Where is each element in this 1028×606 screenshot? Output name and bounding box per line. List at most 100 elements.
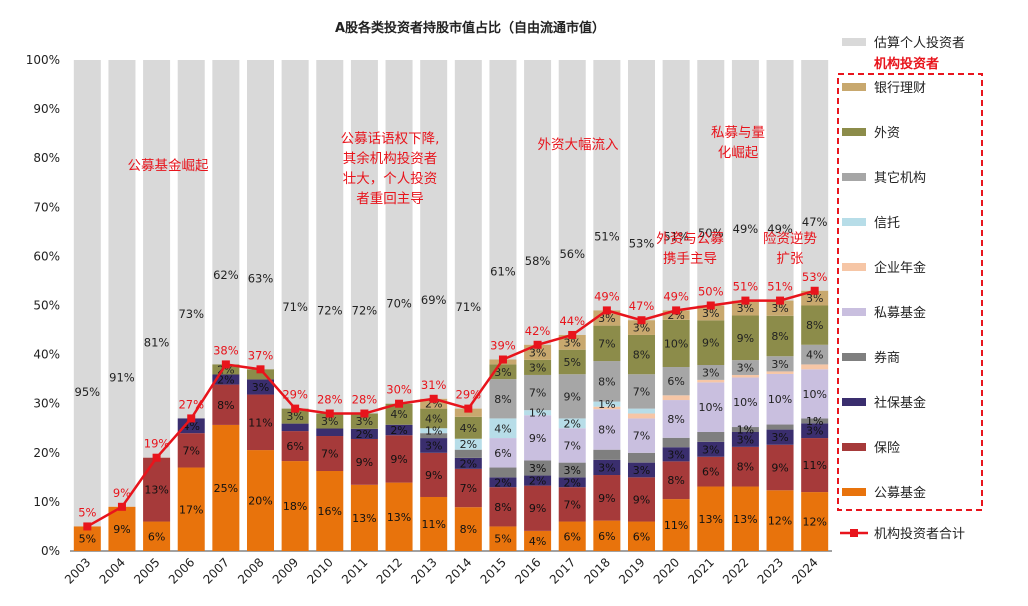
bar-segment xyxy=(697,431,725,442)
segment-label: 25% xyxy=(214,482,238,495)
bar-segment-individual xyxy=(420,60,448,399)
total-label: 31% xyxy=(421,378,447,392)
y-axis: 0% 10% 20% 30% 40% 50% 60% 70% 80% 90% 100% xyxy=(26,53,832,558)
chart-title: A股各类投资者持股市值占比（自由流通市值） xyxy=(335,20,605,36)
bar-segment xyxy=(731,300,759,316)
bar-segment xyxy=(801,492,829,551)
segment-label: 8% xyxy=(598,375,615,388)
bar-segment xyxy=(801,423,829,439)
total-marker xyxy=(325,409,334,418)
bar-segment xyxy=(177,433,205,468)
segment-label: 9% xyxy=(529,432,546,445)
y-tick-label: 0% xyxy=(41,544,60,558)
bar-segment-individual xyxy=(524,60,552,345)
bar-segment xyxy=(143,521,171,551)
individual-label: 73% xyxy=(178,307,204,321)
bar-segment xyxy=(801,369,829,419)
segment-label: 13% xyxy=(387,511,411,524)
segment-label: 2% xyxy=(217,374,234,387)
total-label: 29% xyxy=(282,388,308,402)
segment-label: 6% xyxy=(286,440,303,453)
bar-segment xyxy=(350,428,378,439)
bar-segment xyxy=(246,450,275,551)
annotation-text: 其余机构投资者 xyxy=(343,150,438,167)
segment-label: 1% xyxy=(529,407,546,420)
total-label: 53% xyxy=(802,270,828,284)
bar-segment-individual xyxy=(385,60,413,404)
bar-segment xyxy=(593,406,621,410)
segment-label: 12% xyxy=(802,516,826,529)
segment-label: 17% xyxy=(179,503,203,516)
segment-label: 7% xyxy=(564,498,581,511)
segment-label: 7% xyxy=(460,482,477,495)
total-marker xyxy=(429,394,438,403)
bar-segment xyxy=(558,418,586,429)
total-label: 51% xyxy=(733,280,759,294)
bar-segment xyxy=(420,428,448,434)
legend-label: 企业年金 xyxy=(874,260,926,276)
segment-label: 7% xyxy=(598,337,615,350)
total-marker xyxy=(637,316,646,325)
individual-label: 95% xyxy=(75,385,101,399)
bar-segment xyxy=(524,530,552,551)
total-label: 28% xyxy=(352,393,378,407)
segment-label: 3% xyxy=(356,415,373,428)
total-marker xyxy=(187,414,196,423)
annotation-text: 化崛起 xyxy=(718,145,759,161)
segment-label: 2% xyxy=(529,475,546,488)
bar-segment-individual xyxy=(246,60,275,370)
bar-segment xyxy=(662,400,690,438)
segment-label: 8% xyxy=(771,330,788,343)
segment-label: 2% xyxy=(390,424,407,437)
bar-segment xyxy=(420,452,448,497)
bar-segment xyxy=(212,374,240,385)
legend-label: 机构投资者合计 xyxy=(874,526,965,542)
bar-segment xyxy=(731,315,759,361)
bar-segment-individual xyxy=(558,60,586,335)
segment-label: 2% xyxy=(460,457,477,470)
bar-segment xyxy=(801,344,829,365)
segment-label: 2% xyxy=(460,438,477,451)
legend-swatch-individual xyxy=(842,38,866,46)
segment-label: 9% xyxy=(425,469,442,482)
bar-segment xyxy=(350,438,378,485)
bar-segment-individual xyxy=(662,60,690,311)
x-tick-label: 2009 xyxy=(270,555,301,586)
segment-label: 3% xyxy=(633,464,650,477)
bar-segment xyxy=(246,394,275,451)
total-marker xyxy=(706,301,715,310)
legend-swatch xyxy=(842,353,866,361)
bar-segment xyxy=(489,487,517,527)
legend-label: 银行理财 xyxy=(874,81,926,96)
bar-segment xyxy=(801,290,829,306)
bar-segment xyxy=(316,413,344,429)
bar-segment xyxy=(454,449,482,458)
segment-label: 9% xyxy=(113,523,130,536)
bar-segment xyxy=(593,361,621,402)
segment-label: 9% xyxy=(564,390,581,403)
individual-label: 63% xyxy=(248,272,274,286)
segment-label: 11% xyxy=(421,518,445,531)
x-tick-label: 2014 xyxy=(443,555,474,586)
y-tick-label: 80% xyxy=(33,151,60,165)
segment-label: 6% xyxy=(702,466,719,479)
segment-label: 8% xyxy=(598,423,615,436)
y-tick-label: 10% xyxy=(33,495,60,509)
bar-segment xyxy=(558,349,586,375)
segment-label: 2% xyxy=(356,428,373,441)
segment-label: 6% xyxy=(148,530,165,543)
x-tick-label: 2015 xyxy=(478,555,509,586)
bar-segment xyxy=(627,521,656,551)
bar-segment xyxy=(212,384,240,425)
segment-label: 3% xyxy=(598,461,615,474)
segment-label: 9% xyxy=(737,332,754,345)
bar-segment xyxy=(177,467,205,551)
bar-segment xyxy=(489,379,517,419)
legend-label: 券商 xyxy=(874,350,900,366)
segment-label: 7% xyxy=(529,387,546,400)
segment-label: 3% xyxy=(529,462,546,475)
total-marker xyxy=(291,404,300,413)
total-label: 51% xyxy=(767,280,793,294)
annotation-text: 扩张 xyxy=(777,251,805,267)
